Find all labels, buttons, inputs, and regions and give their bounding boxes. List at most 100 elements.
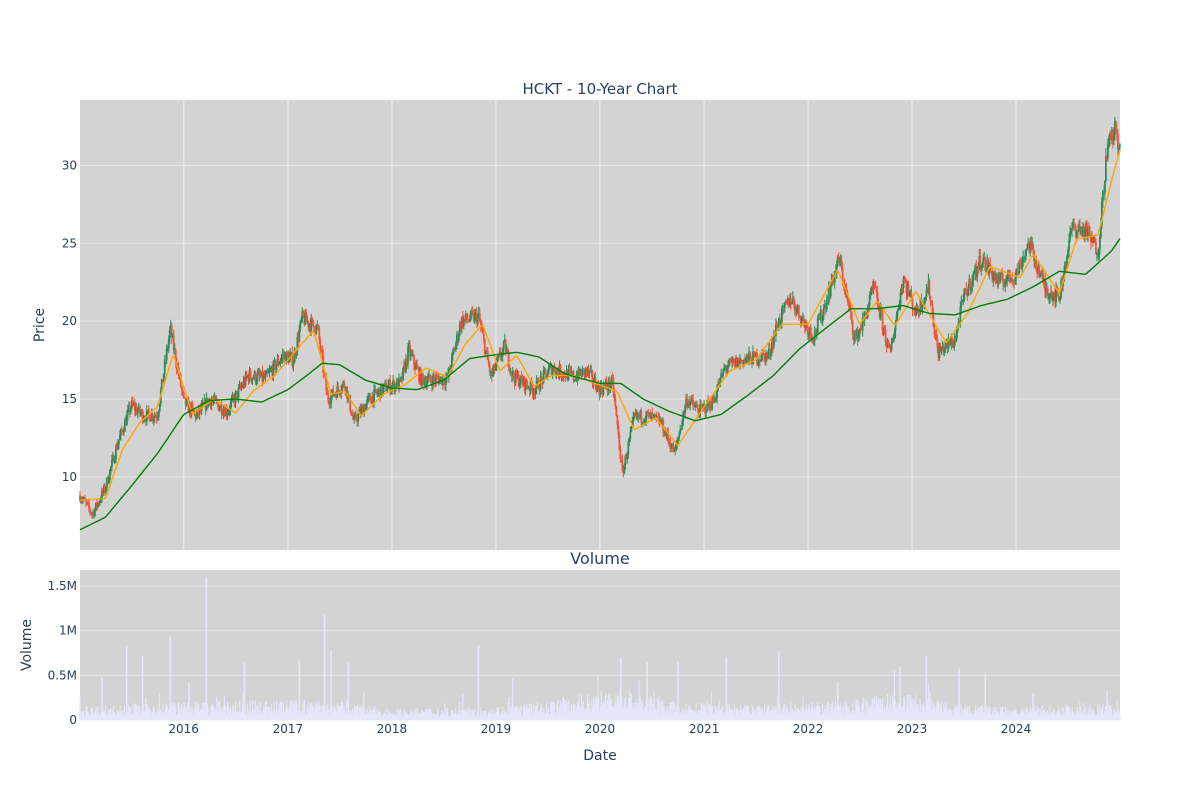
candle-body <box>819 309 822 320</box>
candle-body <box>624 455 627 465</box>
volume-bar <box>387 710 390 720</box>
candle-body <box>896 310 899 316</box>
volume-bar <box>200 709 202 720</box>
volume-bar <box>961 707 963 720</box>
volume-bar <box>721 708 723 720</box>
volume-bar <box>867 702 869 720</box>
volume-bar <box>348 709 350 720</box>
volume-bar <box>214 711 216 720</box>
candle-body <box>223 410 226 417</box>
volume-bar <box>356 708 358 720</box>
candle-body <box>166 348 169 350</box>
volume-bar <box>195 709 197 720</box>
volume-bar <box>107 709 109 720</box>
candle-body <box>1052 296 1054 301</box>
volume-bar <box>1097 705 1099 720</box>
volume-bar <box>969 712 972 720</box>
volume-bar <box>170 705 173 720</box>
volume-bar <box>699 709 702 720</box>
candle-body <box>941 346 944 348</box>
candle-body <box>274 360 277 370</box>
candle-body <box>617 425 620 435</box>
candle-body <box>891 341 894 344</box>
candle-body <box>1035 259 1038 268</box>
candle-body <box>732 360 734 362</box>
volume-bar <box>1057 706 1060 720</box>
candle-body <box>192 408 195 412</box>
candle-body <box>290 352 293 355</box>
candle-body <box>1064 261 1066 272</box>
candle-body <box>283 353 286 357</box>
volume-bar <box>727 704 729 720</box>
candle-body <box>580 371 583 377</box>
volume-bar-peak <box>205 577 207 720</box>
volume-bar <box>1028 713 1031 720</box>
candle-body <box>762 352 764 354</box>
volume-bar <box>591 700 593 720</box>
candle-body <box>710 408 712 410</box>
volume-bar <box>792 708 794 720</box>
candle-body <box>789 298 792 304</box>
volume-bar <box>307 710 309 720</box>
candle-body <box>1040 271 1042 276</box>
volume-bar <box>161 712 163 720</box>
candle-body <box>454 343 457 350</box>
candle-body <box>1048 296 1050 299</box>
candle-body <box>748 352 750 361</box>
candle-body <box>631 420 634 427</box>
volume-bar <box>1104 706 1107 720</box>
volume-bar <box>301 710 303 720</box>
volume-bar <box>191 706 193 720</box>
volume-bar <box>946 711 948 720</box>
volume-bar <box>346 713 349 720</box>
volume-bar <box>139 707 141 720</box>
candle-body <box>876 291 879 305</box>
volume-bar <box>943 701 945 720</box>
candle-body <box>467 320 470 322</box>
candle-body <box>521 379 524 385</box>
volume-bar <box>976 709 978 720</box>
volume-bar <box>427 711 429 720</box>
volume-bar <box>409 716 411 720</box>
volume-bar <box>222 712 224 720</box>
volume-bar <box>353 707 355 720</box>
candle-body <box>213 396 216 401</box>
volume-bar <box>872 698 874 720</box>
volume-bar-peak <box>1032 693 1034 720</box>
candle-body <box>367 396 370 400</box>
candle-body <box>300 319 303 321</box>
volume-bar <box>522 715 524 720</box>
volume-bar <box>132 704 134 720</box>
volume-bar <box>186 714 188 720</box>
candle-body <box>778 318 781 324</box>
candle-body <box>979 255 982 270</box>
candle-body <box>502 341 505 350</box>
volume-bar <box>137 715 139 720</box>
volume-bar <box>312 706 314 720</box>
volume-bar <box>675 707 678 720</box>
candle-body <box>457 334 460 341</box>
volume-bar <box>213 706 215 720</box>
candle-body <box>405 358 407 372</box>
volume-bar <box>485 710 487 720</box>
volume-bar <box>682 715 684 720</box>
volume-bar <box>455 714 457 720</box>
candle-body <box>1055 287 1057 302</box>
volume-bar <box>786 707 789 720</box>
candle-body <box>933 326 936 335</box>
volume-bar <box>385 708 387 720</box>
volume-bar <box>333 709 335 720</box>
volume-y-tick-label: 0 <box>69 713 77 727</box>
volume-bar <box>1062 707 1065 720</box>
candle-body <box>101 490 103 500</box>
volume-bar <box>350 710 352 720</box>
volume-bar <box>282 702 284 720</box>
candle-body <box>601 391 604 394</box>
volume-bar <box>1011 714 1013 720</box>
volume-bar <box>418 712 420 720</box>
volume-bar <box>528 703 531 720</box>
candle-body <box>498 352 501 355</box>
volume-bar <box>1056 713 1058 720</box>
volume-bar <box>228 710 231 720</box>
